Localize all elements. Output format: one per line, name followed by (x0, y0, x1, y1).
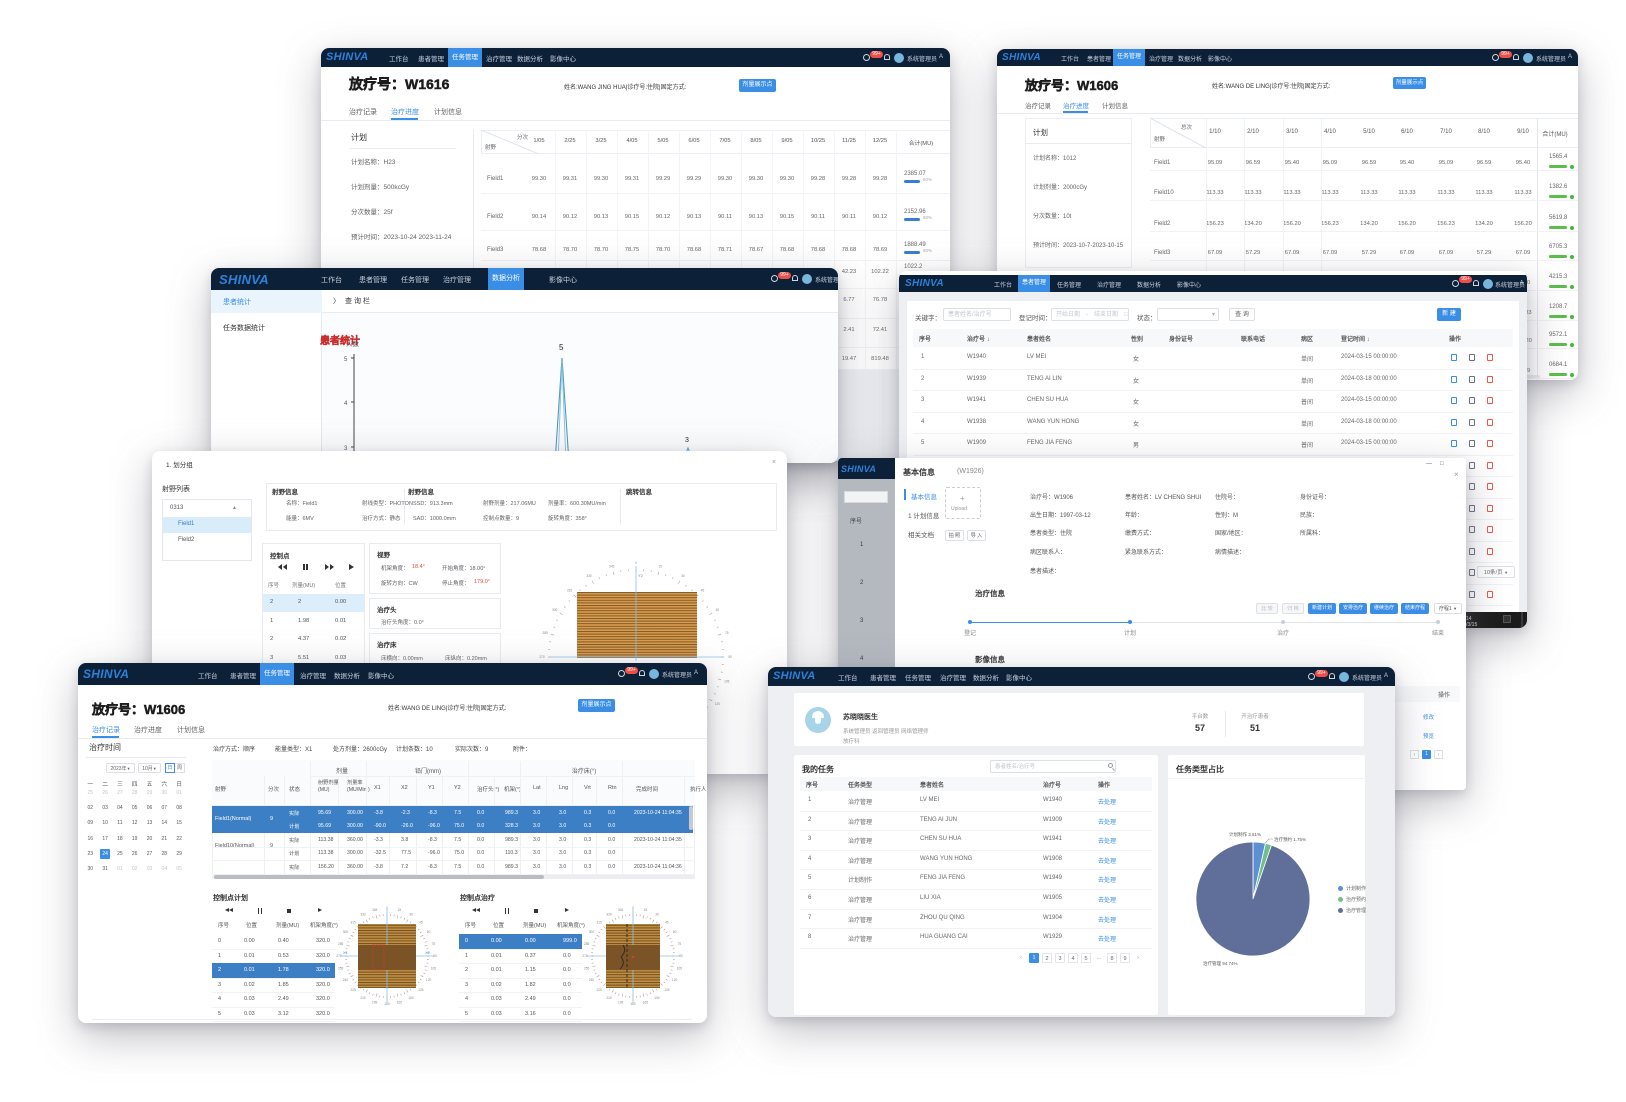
svg-text:300: 300 (343, 930, 349, 934)
svg-text:45: 45 (419, 920, 423, 924)
svg-text:285: 285 (338, 942, 344, 946)
svg-text:315: 315 (596, 920, 602, 924)
svg-text:225: 225 (596, 988, 602, 992)
svg-text:0: 0 (635, 561, 637, 565)
svg-text:180: 180 (384, 1002, 390, 1006)
svg-text:15: 15 (644, 908, 648, 912)
svg-text:75: 75 (725, 631, 729, 635)
svg-text:315: 315 (567, 589, 573, 593)
svg-text:180: 180 (630, 1002, 636, 1006)
svg-text:60: 60 (716, 608, 720, 612)
svg-text:195: 195 (618, 1001, 624, 1005)
svg-text:135: 135 (418, 988, 424, 992)
svg-text:165: 165 (397, 1001, 403, 1005)
svg-text:X1: X1 (343, 950, 349, 955)
svg-text:150: 150 (654, 996, 660, 1000)
svg-text:135: 135 (664, 988, 670, 992)
svg-text:Y2: Y2 (638, 573, 644, 578)
svg-text:计划制作 3.51%: 计划制作 3.51% (1229, 831, 1261, 838)
svg-text:X2: X2 (425, 950, 431, 955)
svg-text:90: 90 (679, 954, 683, 958)
svg-text:治疗预约 1.75%: 治疗预约 1.75% (1274, 836, 1306, 843)
svg-text:285: 285 (584, 942, 590, 946)
svg-text:5: 5 (559, 343, 564, 352)
svg-text:270: 270 (336, 954, 342, 958)
svg-text:105: 105 (724, 680, 730, 684)
svg-text:270: 270 (539, 655, 545, 659)
svg-text:4: 4 (344, 401, 348, 407)
svg-text:210: 210 (360, 996, 366, 1000)
svg-text:345: 345 (609, 564, 615, 568)
svg-text:30: 30 (409, 913, 413, 917)
svg-text:60: 60 (427, 930, 431, 934)
svg-text:30: 30 (681, 574, 685, 578)
svg-text:90: 90 (728, 655, 732, 659)
svg-text:5: 5 (344, 357, 348, 363)
svg-text:3: 3 (685, 437, 689, 444)
svg-text:60: 60 (673, 930, 677, 934)
svg-text:255: 255 (338, 967, 344, 971)
svg-text:3: 3 (344, 446, 348, 452)
svg-text:75: 75 (432, 942, 436, 946)
svg-text:300: 300 (589, 930, 595, 934)
svg-text:210: 210 (606, 996, 612, 1000)
svg-text:105: 105 (677, 967, 683, 971)
svg-text:315: 315 (350, 920, 356, 924)
svg-text:75: 75 (678, 942, 682, 946)
svg-text:120: 120 (426, 978, 432, 982)
svg-text:0: 0 (386, 906, 388, 910)
svg-text:270: 270 (582, 954, 588, 958)
svg-text:240: 240 (343, 978, 349, 982)
svg-text:195: 195 (372, 1001, 378, 1005)
svg-text:255: 255 (584, 967, 590, 971)
svg-text:330: 330 (586, 574, 592, 578)
svg-text:15: 15 (659, 564, 663, 568)
svg-text:人数: 人数 (346, 339, 360, 348)
svg-text:330: 330 (606, 913, 612, 917)
svg-text:30: 30 (655, 913, 659, 917)
svg-text:225: 225 (350, 988, 356, 992)
svg-text:345: 345 (372, 908, 378, 912)
svg-text:15: 15 (398, 908, 402, 912)
svg-text:45: 45 (665, 920, 669, 924)
svg-text:120: 120 (715, 702, 721, 706)
svg-text:45: 45 (701, 589, 705, 593)
svg-text:345: 345 (618, 908, 624, 912)
svg-text:治疗管理 94.74%: 治疗管理 94.74% (1203, 960, 1238, 967)
svg-text:150: 150 (408, 996, 414, 1000)
svg-text:330: 330 (360, 913, 366, 917)
svg-text:285: 285 (543, 631, 549, 635)
svg-text:90: 90 (433, 954, 437, 958)
svg-text:120: 120 (672, 978, 678, 982)
svg-text:165: 165 (643, 1001, 649, 1005)
svg-text:105: 105 (431, 967, 437, 971)
svg-text:0: 0 (632, 906, 634, 910)
svg-text:300: 300 (552, 608, 558, 612)
svg-text:240: 240 (589, 978, 595, 982)
